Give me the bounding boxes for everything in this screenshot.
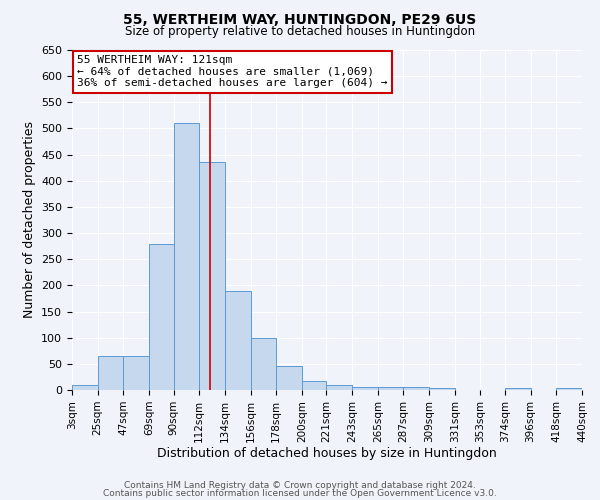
Bar [199, 162, 225, 390]
Bar [429, 388, 455, 390]
Bar [98, 356, 124, 390]
Bar [225, 290, 251, 390]
Bar [505, 388, 530, 390]
Bar [124, 356, 149, 390]
Bar [149, 244, 173, 390]
Bar [556, 388, 582, 390]
Bar [352, 388, 378, 390]
Bar [251, 338, 276, 390]
Text: Contains public sector information licensed under the Open Government Licence v3: Contains public sector information licen… [103, 489, 497, 498]
Bar [72, 385, 98, 390]
Text: 55, WERTHEIM WAY, HUNTINGDON, PE29 6US: 55, WERTHEIM WAY, HUNTINGDON, PE29 6US [124, 12, 476, 26]
Text: 55 WERTHEIM WAY: 121sqm
← 64% of detached houses are smaller (1,069)
36% of semi: 55 WERTHEIM WAY: 121sqm ← 64% of detache… [77, 55, 388, 88]
Bar [378, 387, 403, 390]
Bar [173, 123, 199, 390]
Text: Size of property relative to detached houses in Huntingdon: Size of property relative to detached ho… [125, 25, 475, 38]
Bar [403, 388, 429, 390]
X-axis label: Distribution of detached houses by size in Huntingdon: Distribution of detached houses by size … [157, 448, 497, 460]
Y-axis label: Number of detached properties: Number of detached properties [23, 122, 35, 318]
Bar [302, 380, 326, 390]
Bar [326, 385, 352, 390]
Bar [276, 366, 302, 390]
Text: Contains HM Land Registry data © Crown copyright and database right 2024.: Contains HM Land Registry data © Crown c… [124, 480, 476, 490]
